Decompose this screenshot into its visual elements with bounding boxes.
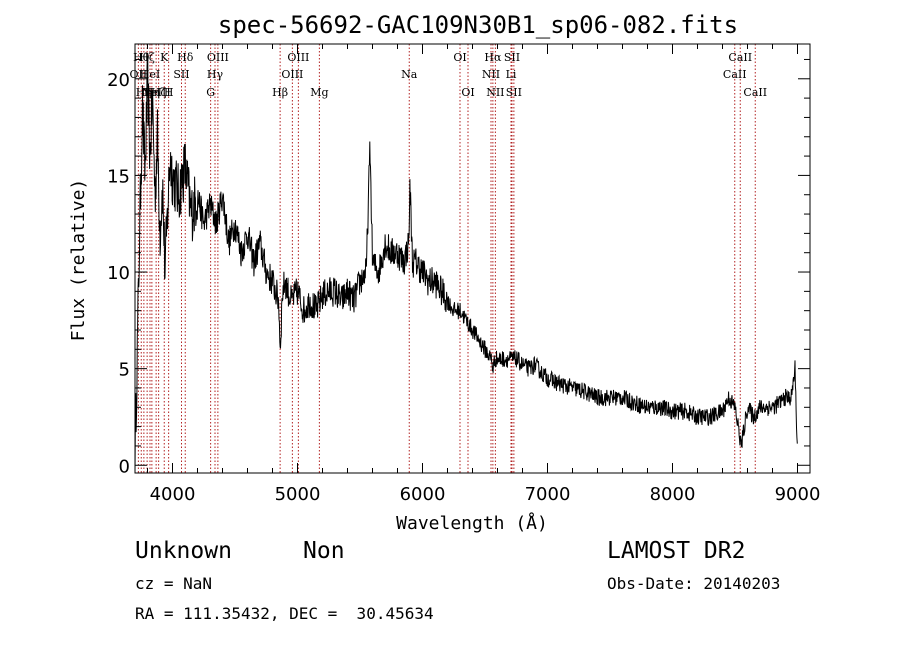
emission-line-label: OI xyxy=(461,86,474,99)
emission-line-label: Hθ xyxy=(133,51,150,64)
emission-line-label: CaII xyxy=(723,68,747,81)
emission-line-label: OI xyxy=(453,51,466,64)
spectral-subclass: Non xyxy=(303,538,345,564)
emission-line-label: Hζ xyxy=(151,86,167,99)
x-tick-label: 8000 xyxy=(650,484,696,505)
emission-line-label: SII xyxy=(506,86,522,99)
emission-line-label: NII xyxy=(482,68,500,81)
emission-line-label: SII xyxy=(504,51,520,64)
y-tick-label: 5 xyxy=(119,360,130,381)
emission-line-label: OIII xyxy=(281,68,303,81)
emission-line-label: OII xyxy=(130,68,148,81)
x-axis-label: Wavelength (Å) xyxy=(396,512,548,534)
emission-line-label: G xyxy=(206,86,215,99)
x-tick-label: 4000 xyxy=(150,484,196,505)
emission-line-label: H xyxy=(164,86,174,99)
survey-name: LAMOST DR2 xyxy=(607,538,746,564)
x-tick-label: 6000 xyxy=(400,484,446,505)
y-tick-label: 10 xyxy=(107,263,130,284)
y-tick-label: 15 xyxy=(107,166,130,187)
x-axis-ticks: 4000 5000 6000 7000 8000 9000 xyxy=(147,44,821,505)
y-axis-label: Flux (relative) xyxy=(68,179,89,342)
y-tick-label: 0 xyxy=(119,456,130,477)
y-axis-ticks: 0 5 10 15 20 xyxy=(107,58,810,477)
flux-series-line xyxy=(134,55,798,474)
emission-line-label: Li xyxy=(506,68,517,81)
emission-line-label: HeI xyxy=(140,68,160,81)
x-tick-label: 7000 xyxy=(525,484,571,505)
emission-line-label: OIII xyxy=(207,51,229,64)
emission-line-label: OIII xyxy=(287,51,309,64)
emission-line-label: Hβ xyxy=(272,86,288,99)
emission-line-label: CaII xyxy=(743,86,767,99)
emission-line-label: Hδ xyxy=(177,51,194,64)
x-tick-label: 5000 xyxy=(275,484,321,505)
emission-line-label: Hγ xyxy=(207,68,224,81)
emission-line-label: CaII xyxy=(728,51,752,64)
emission-line-label: Mg xyxy=(310,86,328,99)
spectral-class: Unknown xyxy=(135,538,232,564)
emission-line-label: NII xyxy=(486,86,504,99)
x-tick-label: 9000 xyxy=(775,484,821,505)
emission-line-labels: OIIHθHηHζHeIHηNeIIIHζKHSIIHδGHγOIIIHβOII… xyxy=(130,51,768,99)
chart-title: spec-56692-GAC109N30B1_sp06-082.fits xyxy=(218,11,738,39)
redshift-cz: cz = NaN xyxy=(135,574,213,593)
y-tick-label: 20 xyxy=(107,70,130,91)
emission-line-label: K xyxy=(160,51,169,64)
observation-date: Obs-Date: 20140203 xyxy=(607,574,781,593)
emission-line-label: Na xyxy=(401,68,418,81)
emission-line-label: SII xyxy=(173,68,189,81)
plot-frame xyxy=(134,43,811,474)
coordinates: RA = 111.35432, DEC = 30.45634 xyxy=(135,604,434,623)
emission-line-label: Hα xyxy=(484,51,502,64)
